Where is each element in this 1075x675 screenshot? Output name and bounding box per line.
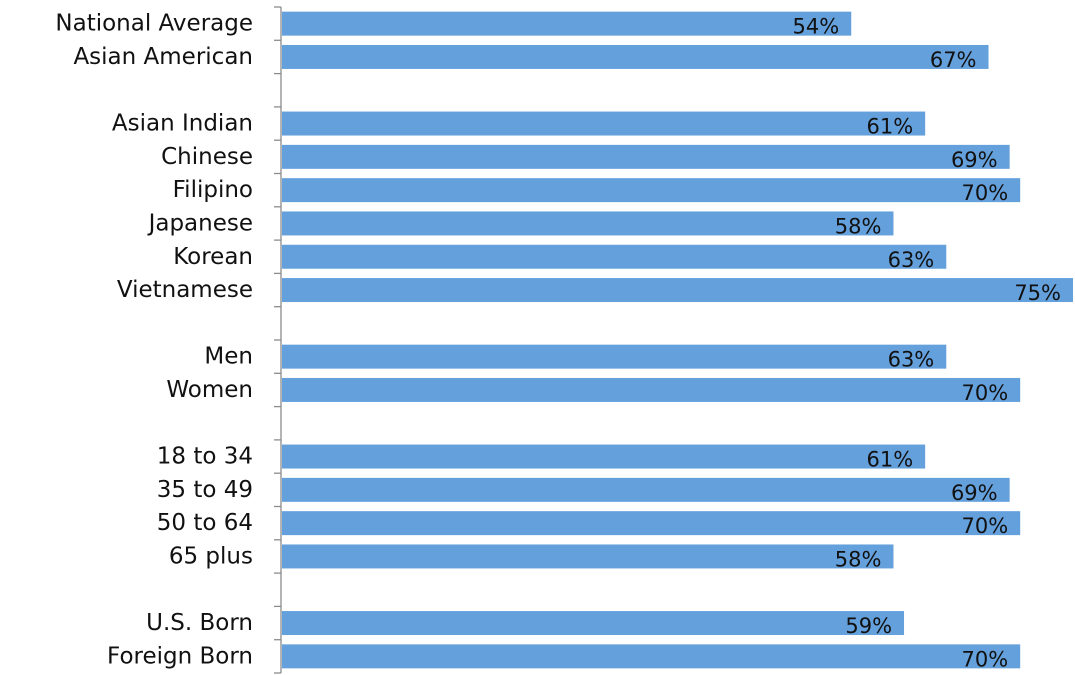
bar	[282, 377, 1021, 402]
bars-layer	[282, 11, 1073, 669]
labels-layer: National Average 54% Asian American 67% Asia…	[55, 11, 1061, 672]
bar	[282, 278, 1073, 303]
category-label: Women	[166, 377, 253, 403]
category-label: Asian Indian	[112, 111, 253, 137]
bar	[282, 244, 947, 269]
bar	[282, 611, 905, 636]
bar	[282, 178, 1021, 203]
data-label: 58%	[835, 547, 882, 571]
bar	[282, 544, 894, 569]
category-label: Foreign Born	[107, 643, 253, 669]
data-label: 61%	[866, 448, 913, 472]
category-label: 50 to 64	[157, 510, 253, 536]
category-label: Japanese	[147, 210, 253, 236]
data-label: 63%	[888, 248, 935, 272]
category-label: Filipino	[173, 177, 253, 203]
data-label: 69%	[951, 148, 998, 172]
category-label: National Average	[55, 11, 253, 37]
category-label: Men	[204, 344, 253, 370]
data-label: 75%	[1014, 281, 1061, 305]
data-label: 69%	[951, 481, 998, 505]
data-label: 67%	[930, 48, 977, 72]
bar	[282, 644, 1021, 669]
data-label: 70%	[962, 181, 1009, 205]
bar	[282, 477, 1010, 502]
bar	[282, 344, 947, 369]
data-label: 54%	[793, 15, 840, 39]
bar	[282, 211, 894, 236]
category-label: 18 to 34	[157, 444, 253, 470]
category-label: Korean	[173, 244, 253, 270]
axis-layer	[274, 6, 282, 674]
bar	[282, 144, 1010, 169]
data-label: 61%	[866, 115, 913, 139]
data-label: 70%	[962, 381, 1009, 405]
bar	[282, 444, 926, 469]
bar	[282, 11, 852, 36]
category-label: Chinese	[161, 144, 253, 170]
category-label: 35 to 49	[157, 477, 253, 503]
data-label: 58%	[835, 214, 882, 238]
data-label: 59%	[845, 614, 892, 638]
category-label: U.S. Born	[146, 610, 253, 636]
data-label: 63%	[888, 348, 935, 372]
bar	[282, 511, 1021, 536]
category-label: 65 plus	[169, 543, 253, 569]
category-label: Asian American	[73, 44, 253, 70]
bar	[282, 44, 989, 69]
data-label: 70%	[962, 514, 1009, 538]
bar	[282, 111, 926, 136]
category-label: Vietnamese	[117, 277, 253, 303]
data-label: 70%	[962, 647, 1009, 671]
